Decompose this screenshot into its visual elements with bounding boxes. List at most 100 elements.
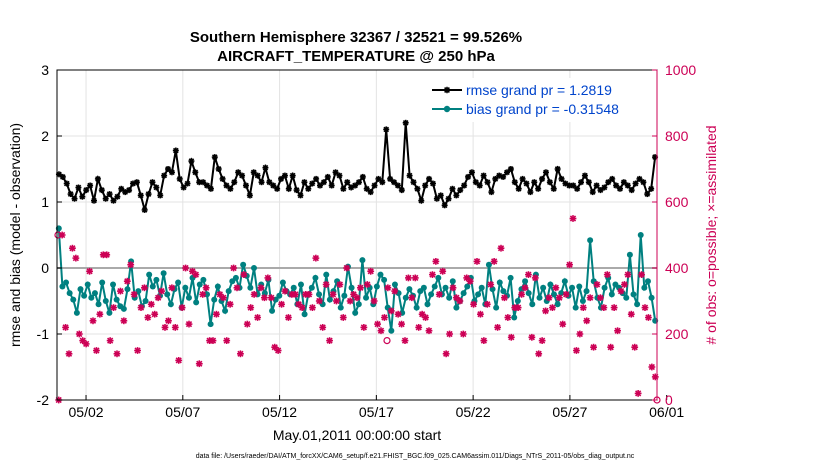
rmse-point [609,175,616,182]
rmse-point [585,179,592,186]
obs-assimilated-marker [86,267,93,275]
bias-point [66,290,73,297]
obs-assimilated-marker [130,291,138,298]
bias-point [225,288,232,295]
rmse-point [79,193,86,200]
bias-point [540,284,547,291]
y-right-tick-label: 400 [665,260,689,276]
bias-point [529,301,536,308]
obs-assimilated-marker [487,281,495,288]
rmse-point [605,179,612,186]
rmse-point [106,191,113,198]
bias-point [377,271,384,278]
data-file-footer: data file: /Users/raeder/DAI/ATM_forcXX/… [196,453,635,460]
obs-assimilated-marker [507,333,515,341]
obs-assimilated-marker [593,281,601,288]
rmse-point [293,187,300,194]
rmse-point [289,172,296,179]
bias-point [514,298,521,304]
bias-point [424,301,431,308]
obs-assimilated-marker [333,297,340,305]
rmse-point [480,172,487,179]
bias-point [204,291,210,298]
legend: rmse grand pr = 1.2819 bias grand pr = -… [428,78,650,122]
bias-point [500,288,507,295]
obs-assimilated-marker [69,244,76,252]
bias-point [623,294,630,301]
obs-assimilated-marker [360,324,368,331]
obs-assimilated-marker [219,294,227,302]
bias-point [200,276,207,283]
rmse-point [398,187,405,194]
obs-assimilated-marker [370,297,378,305]
obs-assimilated-marker [518,291,525,298]
rmse-point [640,179,647,186]
obs-assimilated-marker [151,310,159,318]
obs-assimilated-marker [648,363,656,371]
obs-assimilated-marker [261,294,268,302]
bias-point [211,296,218,303]
bias-point [102,298,109,304]
legend-rmse-star [443,86,451,94]
obs-assimilated-marker [346,297,354,305]
rmse-point [274,185,281,192]
bias-point [648,294,655,301]
bias-point [608,291,615,298]
rmse-point [94,175,101,182]
bias-point [475,291,482,298]
obs-assimilated-marker [96,310,104,318]
rmse-point [445,195,452,202]
y-right-tick-label: 1000 [665,62,696,78]
bias-point [59,283,66,290]
y-right-tick-label: 0 [665,392,673,408]
bias-point [493,304,500,311]
obs-assimilated-marker [641,304,649,311]
obs-assimilated-marker [274,347,282,354]
obs-assimilated-marker [175,357,183,364]
obs-assimilated-marker [171,324,179,331]
obs-assimilated-marker [281,287,289,295]
rmse-point [355,179,362,186]
obs-assimilated-marker [562,291,570,298]
obs-assimilated-marker [422,314,429,321]
bias-point [363,294,370,301]
obs-assimilated-marker [531,274,539,282]
rmse-point [102,195,109,202]
rmse-point [414,185,421,192]
obs-assimilated-marker [405,274,412,282]
rmse-point [531,179,538,186]
rmse-point [188,158,195,165]
bias-point [290,284,297,291]
bias-point [449,278,456,285]
obs-assimilated-marker [106,337,114,344]
rmse-point [83,187,90,194]
obs-assimilated-marker [240,271,248,278]
bias-point [388,327,395,334]
bias-point [146,271,153,278]
obs-assimilated-marker [154,294,162,302]
obs-assimilated-marker [374,320,381,328]
obs-assimilated-marker [202,284,210,292]
obs-assimilated-marker [617,287,625,295]
bias-point [359,257,366,264]
rmse-point [281,172,288,179]
obs-assimilated-marker [250,291,258,298]
bias-point [124,286,131,293]
bias-point [297,281,304,288]
bias-point [522,278,529,285]
chart-subtitle: AIRCRAFT_TEMPERATURE @ 250 hPa [217,48,495,65]
rmse-point [168,169,175,176]
bias-point [355,301,362,308]
bias-point [525,290,532,297]
bias-point [279,279,286,286]
obs-assimilated-marker [394,310,402,318]
bias-point [460,290,467,297]
obs-assimilated-marker [480,337,488,344]
obs-assimilated-marker [182,264,189,272]
rmse-point [578,179,585,186]
rmse-point [648,185,655,192]
rmse-point [500,173,507,180]
bias-point [207,321,214,328]
obs-assimilated-marker [542,307,549,315]
obs-assimilated-marker [603,271,611,278]
